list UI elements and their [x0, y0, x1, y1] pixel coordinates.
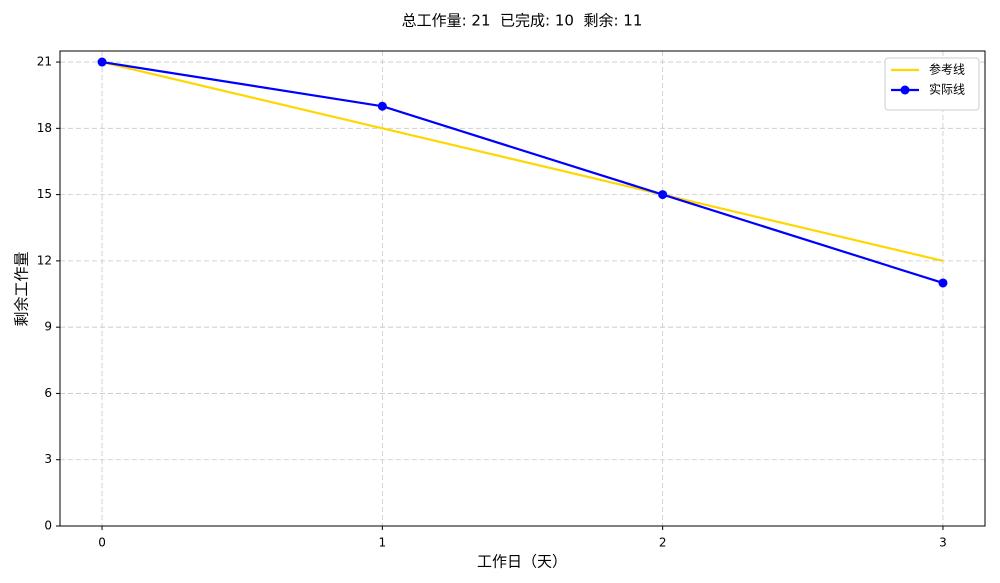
y-tick-label: 12	[37, 253, 52, 267]
y-tick-label: 6	[44, 386, 52, 400]
x-tick-label: 3	[939, 536, 947, 550]
x-tick-label: 1	[379, 536, 387, 550]
series-line	[101, 60, 944, 262]
y-tick-label: 18	[37, 121, 52, 135]
series-marker	[938, 278, 948, 288]
legend-label: 实际线	[929, 82, 965, 97]
x-tick-label: 0	[98, 536, 106, 550]
y-tick-label: 21	[37, 55, 52, 69]
x-tick-label: 2	[659, 536, 667, 550]
y-tick-label: 0	[44, 519, 52, 533]
series-line	[101, 60, 944, 285]
y-tick-label: 15	[37, 187, 52, 201]
x-axis-label: 工作日（天）	[477, 553, 567, 571]
series-marker	[658, 190, 668, 200]
y-tick-label: 9	[44, 320, 52, 334]
plot-frame	[59, 50, 986, 527]
series-marker	[97, 57, 107, 67]
y-tick-label: 3	[44, 452, 52, 466]
series-marker	[377, 101, 387, 111]
legend-marker	[900, 85, 910, 95]
legend-label: 参考线	[929, 62, 965, 77]
y-axis-label: 剩余工作量	[13, 251, 31, 326]
chart-title: 总工作量: 21 已完成: 10 剩余: 11	[402, 12, 643, 30]
